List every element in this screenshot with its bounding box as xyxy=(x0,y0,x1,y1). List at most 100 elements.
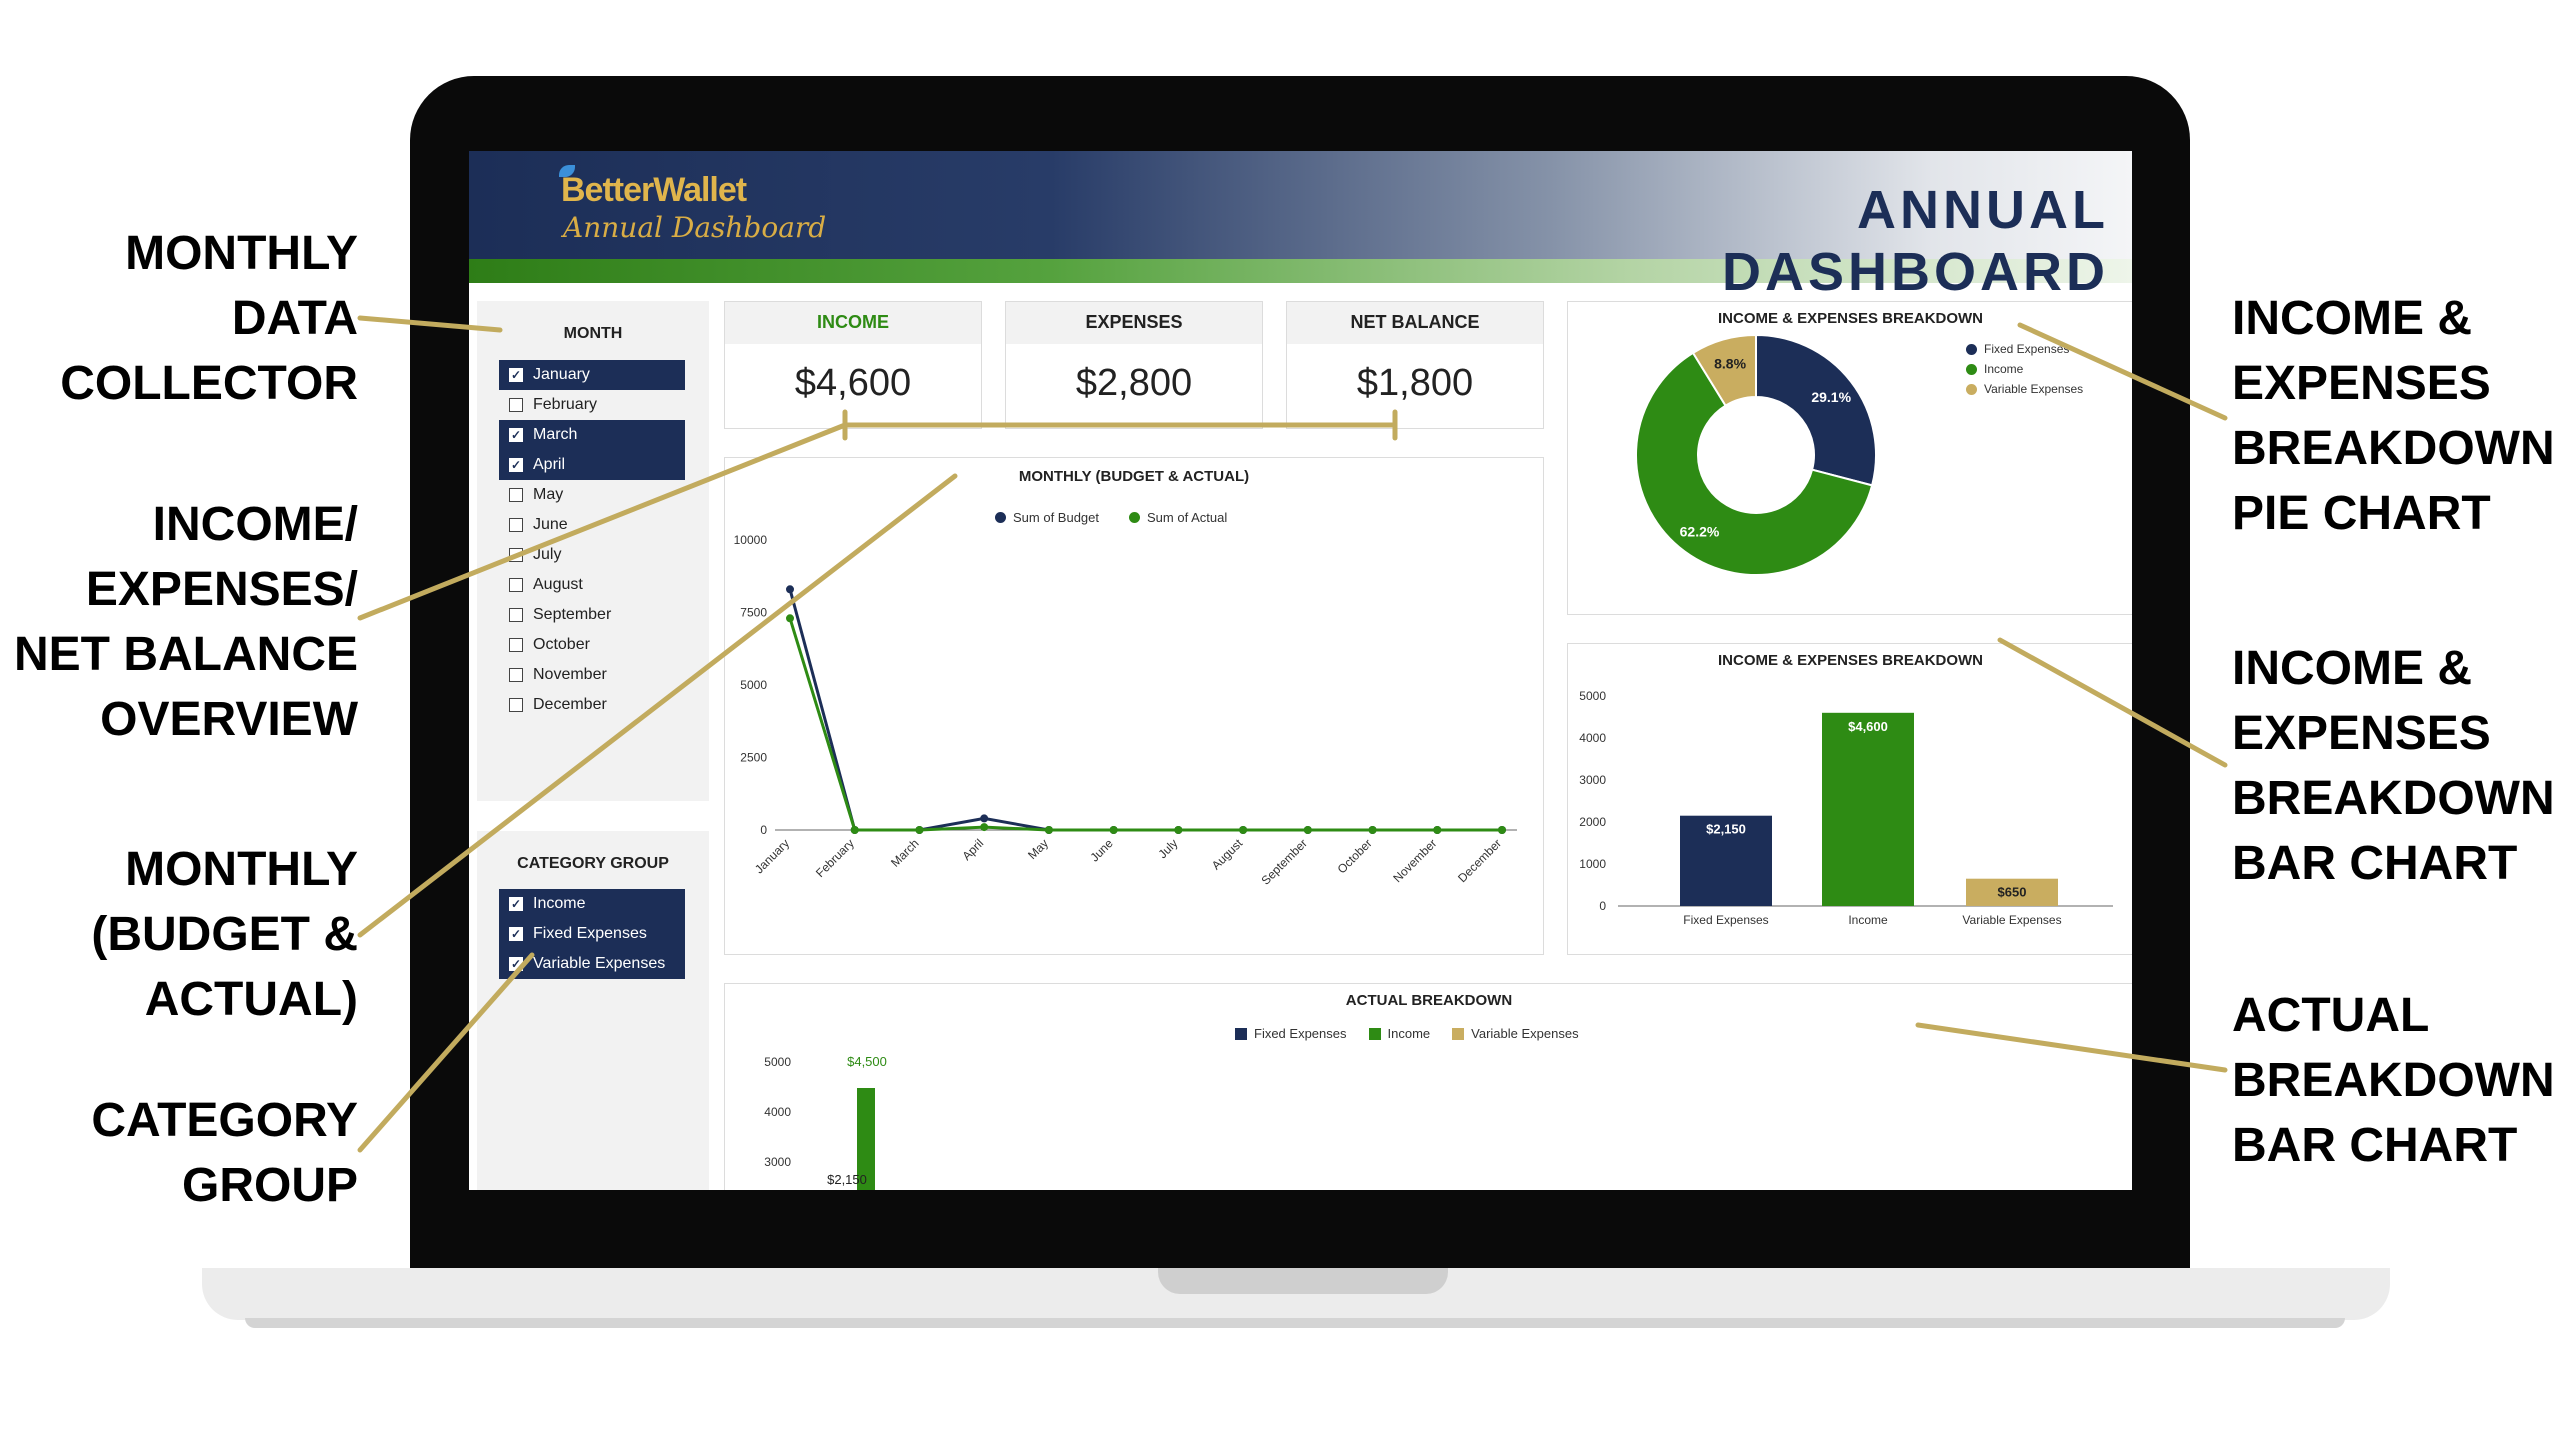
category-option-label: Fixed Expenses xyxy=(533,925,647,942)
legend-actual: Sum of Actual xyxy=(1129,510,1227,525)
month-option-april[interactable]: ✓ April xyxy=(499,450,685,480)
month-option-june[interactable]: June xyxy=(499,510,685,540)
month-option-march[interactable]: ✓ March xyxy=(499,420,685,450)
pie-slice-label: 62.2% xyxy=(1680,523,1720,539)
pie-legend-variable: Variable Expenses xyxy=(1966,382,2083,396)
pie-chart-plot: 29.1% 62.2% 8.8% xyxy=(1635,333,1877,576)
annotation-category-group: CATEGORY GROUP xyxy=(40,1088,358,1218)
month-option-october[interactable]: October xyxy=(499,630,685,660)
net-balance-label: NET BALANCE xyxy=(1350,312,1480,332)
checkbox-checked-icon[interactable]: ✓ xyxy=(509,428,523,442)
pie-legend-income: Income xyxy=(1966,362,2083,376)
logo-subtitle: Annual Dashboard xyxy=(563,211,827,244)
checkbox-empty-icon[interactable] xyxy=(509,488,523,502)
annotation-line: BREAKDOWN xyxy=(2232,1054,2555,1107)
bar-value-label: $2,150 xyxy=(1706,822,1746,837)
actual-legend-fixed: Fixed Expenses xyxy=(1235,1026,1347,1041)
income-value: $4,600 xyxy=(794,362,912,404)
x-tick-label: May xyxy=(1025,836,1051,862)
data-point xyxy=(850,826,859,834)
annotation-line: ACTUAL) xyxy=(144,973,358,1026)
category-option-label: Income xyxy=(533,895,586,912)
bar-value-label: $4,600 xyxy=(1848,719,1888,734)
bar-chart-plot: 5000 4000 3000 2000 1000 0 $2,150 Fixed Expense… xyxy=(1579,689,2113,927)
bar-chart-card: INCOME & EXPENSES BREAKDOWN 5000 4000 3000… xyxy=(1567,643,2132,955)
annotation-line: BAR CHART xyxy=(2232,1119,2518,1172)
month-option-label: July xyxy=(533,546,562,563)
data-point xyxy=(786,585,794,594)
page-title: ANNUAL DASHBOARD xyxy=(1722,180,2109,302)
month-option-december[interactable]: December xyxy=(499,690,685,720)
category-option-income[interactable]: ✓ Income xyxy=(499,889,685,919)
checkbox-empty-icon[interactable] xyxy=(509,398,523,412)
checkbox-empty-icon[interactable] xyxy=(509,638,523,652)
month-option-february[interactable]: February xyxy=(499,390,685,420)
x-tick-label: June xyxy=(1087,836,1116,865)
checkbox-checked-icon[interactable]: ✓ xyxy=(509,458,523,472)
checkbox-empty-icon[interactable] xyxy=(509,698,523,712)
month-option-january[interactable]: ✓ January xyxy=(499,360,685,390)
x-tick-label: September xyxy=(1259,836,1310,887)
monthly-budget-actual-chart: MONTHLY (BUDGET & ACTUAL) Sum of Budget … xyxy=(724,457,1544,955)
x-tick-label: April xyxy=(959,836,986,863)
data-point xyxy=(1044,826,1053,834)
y-tick-label: 0 xyxy=(760,823,767,837)
annotation-pie-chart: INCOME & EXPENSES BREAKDOWN PIE CHART xyxy=(2232,286,2555,546)
month-option-july[interactable]: July xyxy=(499,540,685,570)
x-tick-label: October xyxy=(1335,836,1375,876)
leaf-icon xyxy=(559,165,575,177)
x-tick-label: Fixed Expenses xyxy=(1683,913,1768,927)
month-option-label: November xyxy=(533,666,607,683)
month-option-august[interactable]: August xyxy=(499,570,685,600)
income-label: INCOME xyxy=(817,312,889,332)
data-point xyxy=(915,826,924,834)
data-point xyxy=(1498,826,1506,834)
checkbox-empty-icon[interactable] xyxy=(509,518,523,532)
data-point xyxy=(786,614,794,623)
checkbox-empty-icon[interactable] xyxy=(509,548,523,562)
checkbox-checked-icon[interactable]: ✓ xyxy=(509,368,523,382)
category-option-fixed-expenses[interactable]: ✓ Fixed Expenses xyxy=(499,919,685,949)
pie-legend-fixed: Fixed Expenses xyxy=(1966,342,2083,356)
y-tick-label: 4000 xyxy=(764,1105,791,1119)
month-option-label: May xyxy=(533,486,564,503)
y-tick-label: 10000 xyxy=(734,533,768,547)
y-tick-label: 2000 xyxy=(1579,815,1606,829)
checkbox-empty-icon[interactable] xyxy=(509,608,523,622)
pie-chart-title: INCOME & EXPENSES BREAKDOWN xyxy=(1717,310,1984,327)
month-option-november[interactable]: November xyxy=(499,660,685,690)
pie-slice xyxy=(1755,333,1877,487)
x-tick-label: December xyxy=(1455,836,1504,885)
series-line-actual xyxy=(788,617,1502,832)
checkbox-empty-icon[interactable] xyxy=(509,578,523,592)
expenses-label: EXPENSES xyxy=(1085,312,1183,332)
y-tick-label: 5000 xyxy=(1579,689,1606,703)
month-option-september[interactable]: September xyxy=(499,600,685,630)
data-point xyxy=(1239,826,1248,834)
month-option-label: March xyxy=(533,426,578,443)
actual-breakdown-title: ACTUAL BREAKDOWN xyxy=(1345,992,1513,1009)
legend-budget: Sum of Budget xyxy=(995,510,1099,525)
data-point xyxy=(1368,826,1377,834)
actual-legend-income: Income xyxy=(1368,1026,1430,1041)
pie-slice-label: 29.1% xyxy=(1811,389,1851,405)
x-tick-label: February xyxy=(813,836,857,880)
category-option-variable-expenses[interactable]: ✓ Variable Expenses xyxy=(499,949,685,979)
y-tick-label: 4000 xyxy=(1579,731,1606,745)
expenses-card: EXPENSES $2,800 xyxy=(1005,301,1263,429)
checkbox-checked-icon[interactable]: ✓ xyxy=(509,897,523,911)
checkbox-checked-icon[interactable]: ✓ xyxy=(509,927,523,941)
annotation-line: INCOME/ xyxy=(152,498,358,551)
bar-value-label: $4,500 xyxy=(847,1054,887,1069)
pie-chart-legend: Fixed Expenses Income Variable Expenses xyxy=(1966,342,2083,396)
annotation-line: PIE CHART xyxy=(2232,487,2491,540)
bar-chart-title: INCOME & EXPENSES BREAKDOWN xyxy=(1717,652,1984,669)
checkbox-empty-icon[interactable] xyxy=(509,668,523,682)
month-option-may[interactable]: May xyxy=(499,480,685,510)
annotation-line: (BUDGET & xyxy=(91,908,358,961)
annotation-line: COLLECTOR xyxy=(60,357,358,410)
data-point xyxy=(1174,826,1183,834)
data-point xyxy=(980,814,989,823)
checkbox-checked-icon[interactable]: ✓ xyxy=(509,957,523,971)
actual-breakdown-legend: Fixed Expenses Income Variable Expenses xyxy=(1235,1026,1579,1041)
